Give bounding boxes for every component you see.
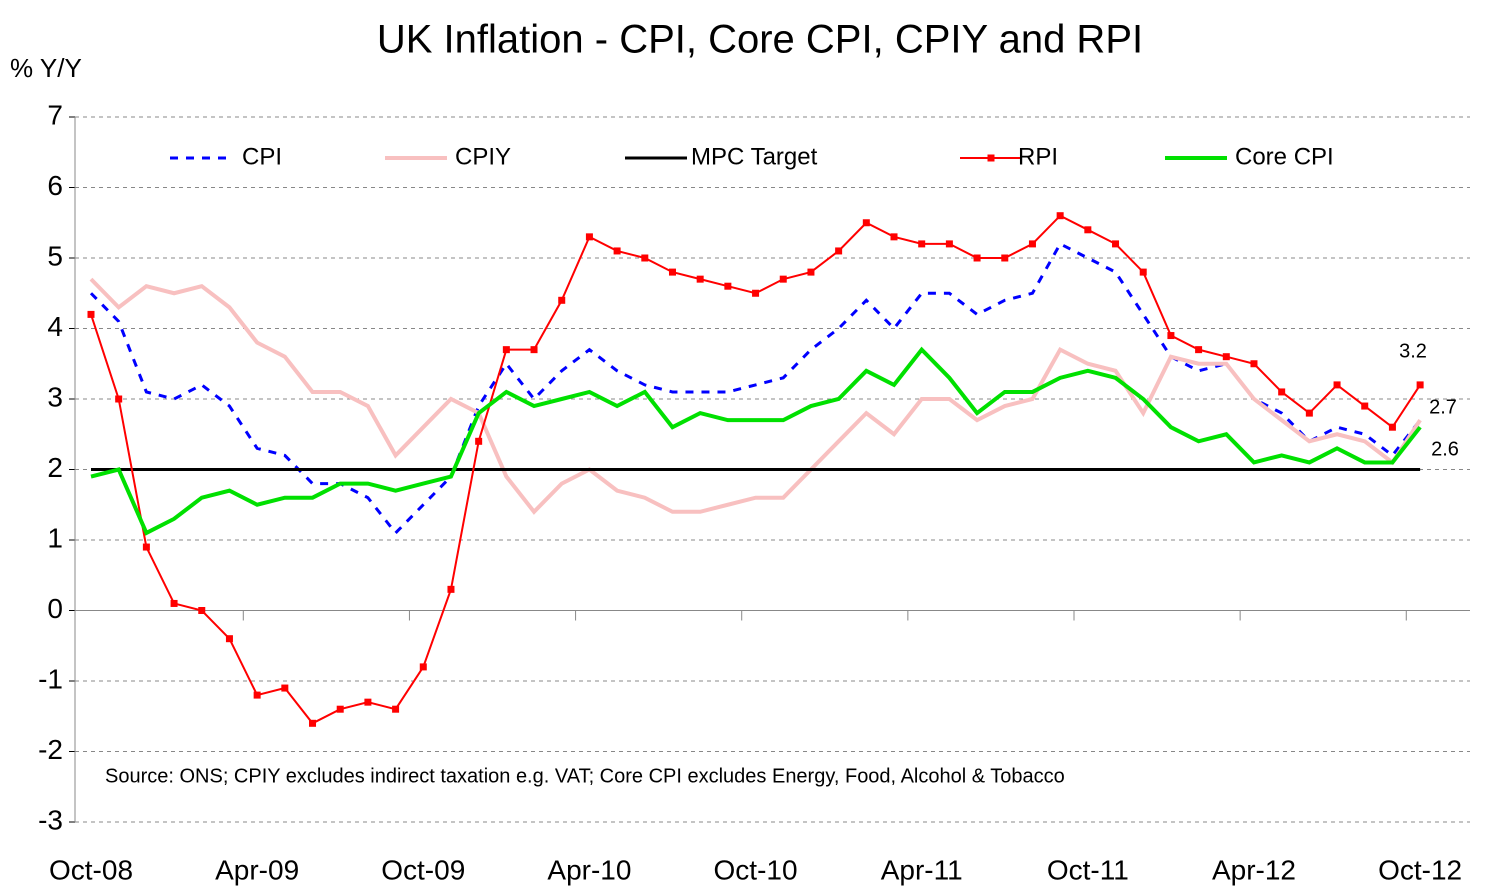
series-marker — [1333, 381, 1341, 389]
series-marker — [752, 289, 760, 297]
x-tick-label: Oct-12 — [1378, 854, 1462, 885]
series-marker — [779, 275, 787, 283]
series-marker — [724, 282, 732, 290]
series-marker — [530, 346, 538, 354]
series-marker — [1222, 353, 1230, 361]
series-line — [89, 277, 1422, 515]
series-marker — [696, 275, 704, 283]
series-marker — [1084, 226, 1092, 234]
legend-label: CPIY — [455, 143, 511, 170]
series-marker — [142, 543, 150, 551]
series-marker — [1139, 268, 1147, 276]
series-marker — [1278, 388, 1286, 396]
x-tick-label: Apr-09 — [215, 854, 299, 885]
data-label: 2.6 — [1431, 438, 1459, 460]
x-tick-label: Apr-10 — [547, 854, 631, 885]
series-marker — [613, 247, 621, 255]
series-marker — [807, 268, 815, 276]
series-marker — [1167, 332, 1175, 340]
y-tick-label: 7 — [47, 99, 63, 130]
y-tick-label: 3 — [47, 381, 63, 412]
series-marker — [502, 346, 510, 354]
series-marker — [419, 663, 427, 671]
series-marker — [115, 395, 123, 403]
legend-label: RPI — [1018, 143, 1058, 170]
x-tick-label: Apr-12 — [1212, 854, 1296, 885]
series-marker — [1388, 423, 1396, 431]
y-tick-label: 1 — [47, 522, 63, 553]
series-marker — [668, 268, 676, 276]
y-tick-label: 4 — [47, 311, 63, 342]
legend-marker — [987, 154, 995, 162]
series-marker — [558, 296, 566, 304]
x-tick-label: Oct-09 — [381, 854, 465, 885]
y-tick-label: -2 — [38, 734, 63, 765]
series-marker — [1028, 240, 1036, 248]
series-marker — [1416, 381, 1424, 389]
series-marker — [281, 684, 289, 692]
data-label: 3.2 — [1399, 340, 1427, 362]
y-tick-label: 2 — [47, 452, 63, 483]
series-marker — [225, 635, 233, 643]
y-axis-label: % Y/Y — [10, 53, 82, 83]
series-marker — [641, 254, 649, 262]
series-marker — [87, 310, 95, 318]
series-marker — [309, 719, 317, 727]
series-line — [90, 346, 1422, 536]
series-marker — [918, 240, 926, 248]
series-marker — [1112, 240, 1120, 248]
series-marker — [1001, 254, 1009, 262]
x-tick-label: Oct-10 — [714, 854, 798, 885]
series-marker — [835, 247, 843, 255]
series-marker — [447, 585, 455, 593]
series-marker — [475, 437, 483, 445]
series-marker — [945, 240, 953, 248]
series-marker — [364, 698, 372, 706]
series-line — [89, 241, 1422, 536]
series-marker — [862, 219, 870, 227]
series-marker — [392, 705, 400, 713]
legend-label: MPC Target — [691, 143, 818, 170]
y-tick-label: 6 — [47, 170, 63, 201]
series-marker — [1305, 409, 1313, 417]
series-marker — [1056, 212, 1064, 220]
series-marker — [170, 599, 178, 607]
source-note: Source: ONS; CPIY excludes indirect taxa… — [105, 765, 1065, 787]
legend-label: Core CPI — [1235, 143, 1334, 170]
legend-label: CPI — [242, 143, 282, 170]
series-marker — [253, 691, 261, 699]
y-tick-label: 0 — [47, 593, 63, 624]
series-marker — [973, 254, 981, 262]
series-marker — [198, 607, 206, 614]
y-tick-label: 5 — [47, 240, 63, 271]
series-marker — [890, 233, 898, 241]
y-tick-label: -3 — [38, 804, 63, 835]
x-tick-label: Apr-11 — [881, 854, 963, 885]
series-marker — [1361, 402, 1369, 410]
y-tick-label: -1 — [38, 663, 63, 694]
x-tick-label: Oct-08 — [49, 854, 133, 885]
chart-title: UK Inflation - CPI, Core CPI, CPIY and R… — [377, 18, 1143, 62]
series-marker — [336, 705, 344, 713]
x-tick-label: Oct-11 — [1047, 854, 1129, 885]
series-marker — [1195, 346, 1203, 354]
data-label: 2.7 — [1429, 396, 1457, 418]
series-marker — [585, 233, 593, 241]
series-marker — [1250, 360, 1258, 368]
